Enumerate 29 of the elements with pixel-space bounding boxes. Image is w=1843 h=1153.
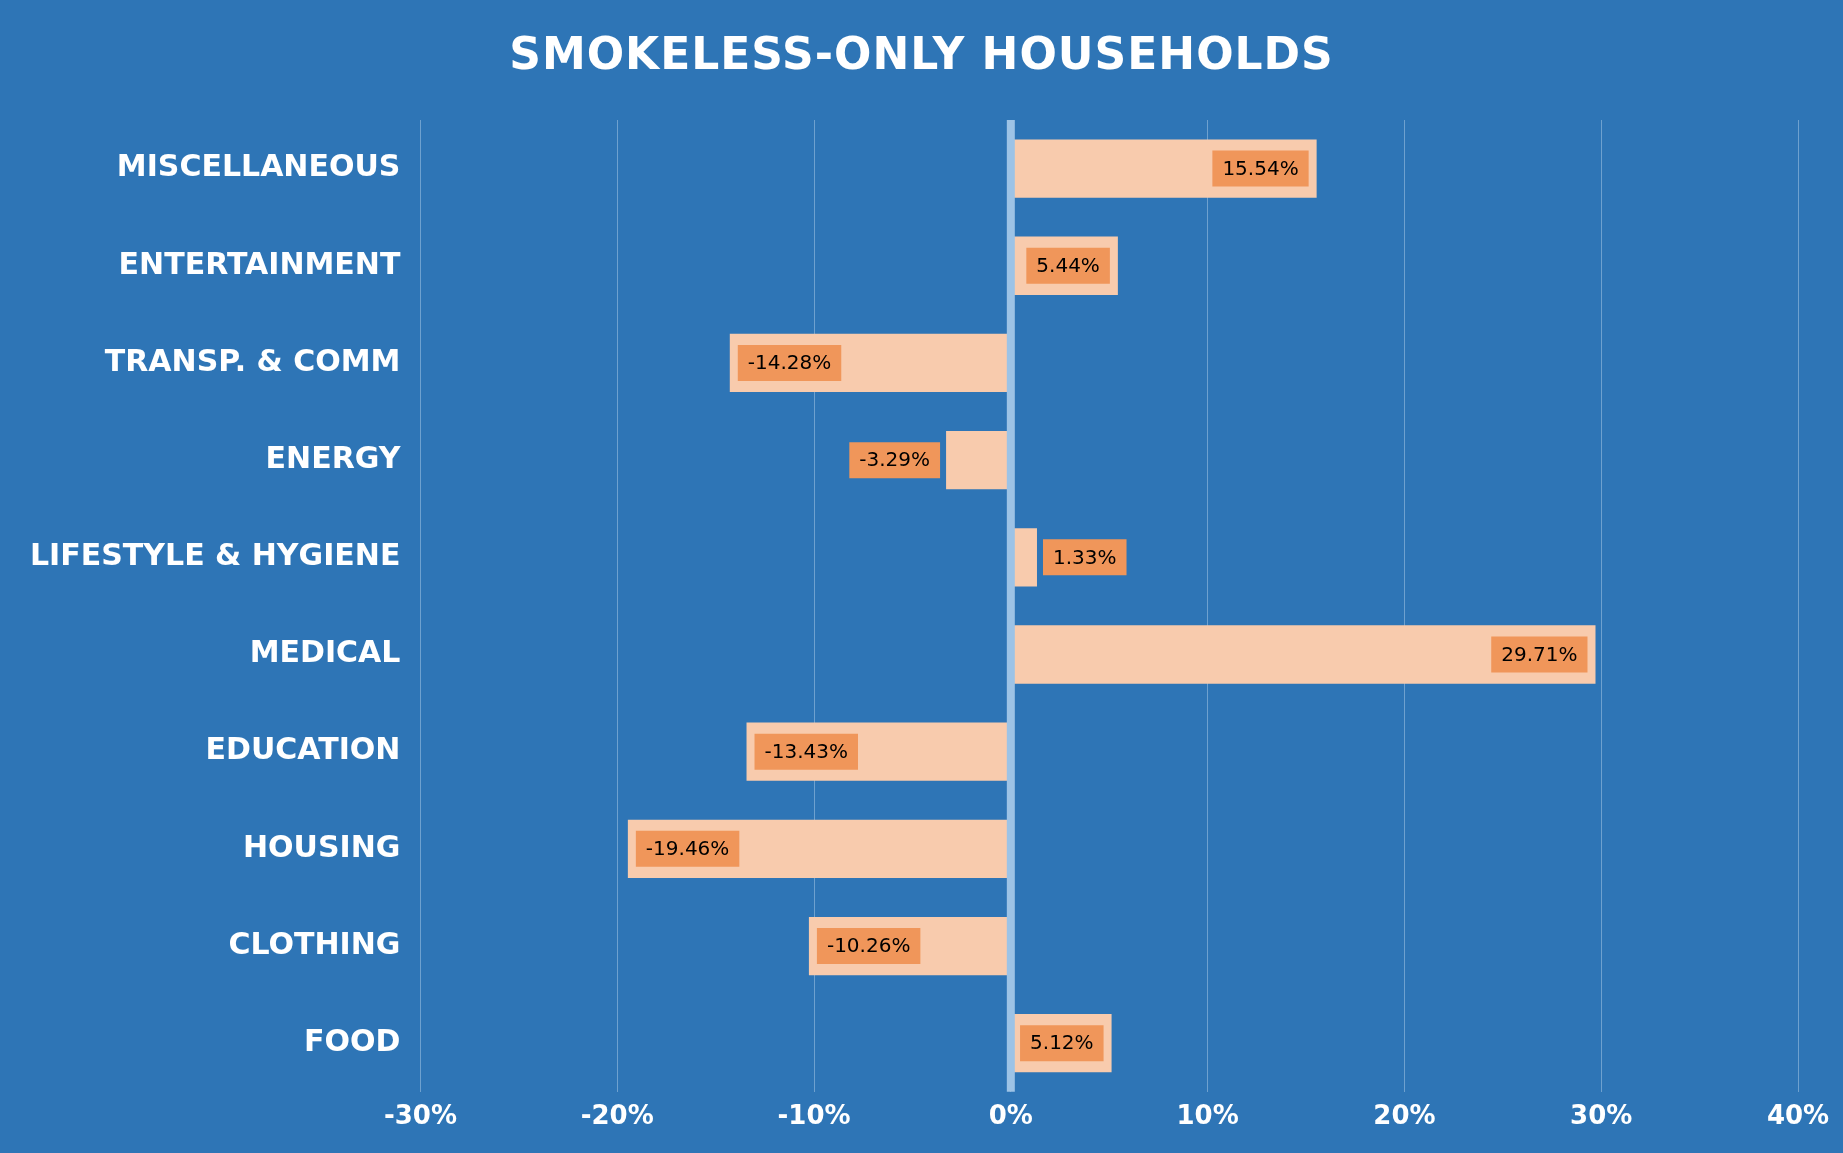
y-tick-label: EDUCATION bbox=[205, 731, 401, 767]
y-tick-label: HOUSING bbox=[242, 828, 401, 864]
data-label: -19.46% bbox=[645, 836, 730, 861]
x-tick-label: -20% bbox=[580, 1100, 654, 1131]
y-tick-label: MISCELLANEOUS bbox=[116, 148, 401, 184]
data-label: 15.54% bbox=[1222, 155, 1299, 180]
y-tick-label: TRANSP. & COMM bbox=[104, 342, 401, 378]
data-label: 5.12% bbox=[1030, 1030, 1094, 1055]
chart-title: SMOKELESS-ONLY HOUSEHOLDS bbox=[508, 28, 1335, 79]
y-tick-label: ENTERTAINMENT bbox=[118, 245, 401, 281]
x-tick-label: -30% bbox=[383, 1100, 457, 1131]
y-tick-label: FOOD bbox=[304, 1023, 401, 1059]
y-tick-label: CLOTHING bbox=[228, 925, 401, 961]
data-label: -10.26% bbox=[826, 933, 911, 958]
y-tick-label: LIFESTYLE & HYGIENE bbox=[29, 537, 401, 573]
x-tick-label: -10% bbox=[777, 1100, 851, 1131]
x-tick-label: 20% bbox=[1373, 1100, 1436, 1131]
x-tick-label: 10% bbox=[1176, 1100, 1239, 1131]
data-label: -3.29% bbox=[859, 447, 931, 472]
x-tick-label: 40% bbox=[1766, 1100, 1830, 1131]
data-label: -13.43% bbox=[764, 738, 848, 763]
data-label: 1.33% bbox=[1052, 544, 1117, 569]
data-label: 5.44% bbox=[1036, 252, 1100, 277]
x-tick-label: 0% bbox=[988, 1100, 1033, 1131]
x-tick-label: 30% bbox=[1570, 1100, 1633, 1131]
data-label: 29.71% bbox=[1501, 641, 1578, 666]
y-tick-label: ENERGY bbox=[265, 439, 402, 475]
y-tick-label: MEDICAL bbox=[249, 634, 401, 670]
data-label: -14.28% bbox=[747, 350, 832, 375]
